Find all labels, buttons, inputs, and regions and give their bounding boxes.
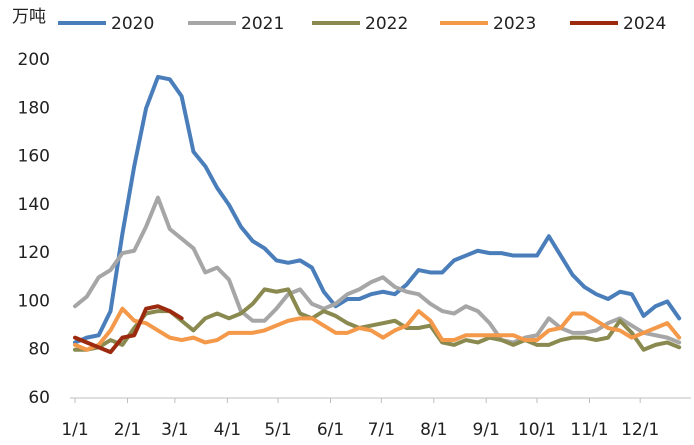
x-tick-label: 10/1 xyxy=(518,420,556,440)
x-tick-label: 12/1 xyxy=(621,420,659,440)
y-tick-label: 180 xyxy=(18,98,50,118)
x-tick-label: 11/1 xyxy=(570,420,608,440)
y-tick-label: 60 xyxy=(28,388,50,408)
x-tick-label: 6/1 xyxy=(317,420,344,440)
line-series xyxy=(73,287,682,352)
y-tick-label: 100 xyxy=(18,291,50,311)
line-series xyxy=(73,74,682,345)
line-series xyxy=(73,304,184,355)
x-tick-label: 1/1 xyxy=(61,420,88,440)
y-tick-label: 80 xyxy=(28,340,50,360)
y-tick-label: 140 xyxy=(18,195,50,215)
y-tick-label: 120 xyxy=(18,243,50,263)
legend-label: 2021 xyxy=(241,14,284,34)
x-tick-label: 5/1 xyxy=(264,420,291,440)
x-tick-label: 9/1 xyxy=(473,420,500,440)
x-tick-label: 4/1 xyxy=(214,420,241,440)
legend-label: 2022 xyxy=(365,14,408,34)
x-tick-label: 8/1 xyxy=(420,420,447,440)
legend-label: 2020 xyxy=(111,14,154,34)
x-tick-label: 2/1 xyxy=(114,420,141,440)
line-series xyxy=(73,306,682,352)
line-series xyxy=(73,195,682,345)
x-tick-label: 3/1 xyxy=(161,420,188,440)
x-tick-label: 7/1 xyxy=(368,420,395,440)
legend-label: 2024 xyxy=(623,14,666,34)
y-tick-label: 160 xyxy=(18,147,50,167)
legend-label: 2023 xyxy=(493,14,536,34)
y-tick-label: 200 xyxy=(18,50,50,70)
y-axis-label: 万吨 xyxy=(12,7,46,27)
